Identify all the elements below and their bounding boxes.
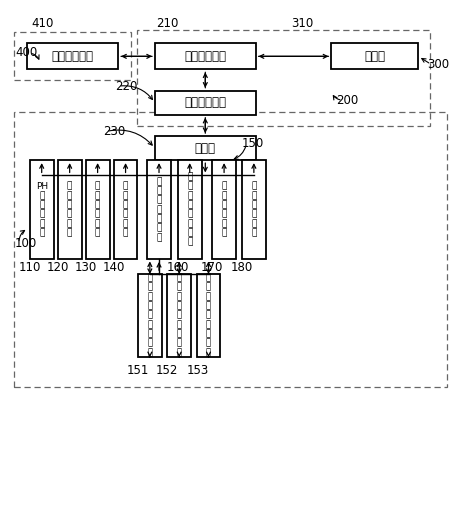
- Text: 140: 140: [102, 261, 125, 274]
- Text: 余
氯
检
测
单
元: 余 氯 检 测 单 元: [251, 182, 257, 237]
- Text: 230: 230: [103, 125, 125, 138]
- Text: 150: 150: [242, 137, 264, 150]
- Text: 180: 180: [231, 261, 253, 274]
- Text: 151: 151: [127, 364, 149, 377]
- Text: 120: 120: [47, 261, 69, 274]
- Text: 流
量
检
测
单
元: 流 量 检 测 单 元: [95, 182, 100, 237]
- Text: 410: 410: [31, 17, 53, 29]
- Text: 153: 153: [186, 364, 209, 377]
- Bar: [178, 160, 201, 259]
- Text: 一
级
电
导
率
检
测
机
构: 一 级 电 导 率 检 测 机 构: [177, 273, 182, 357]
- Bar: [212, 160, 236, 259]
- Text: 处理器: 处理器: [195, 141, 216, 155]
- Bar: [196, 274, 220, 357]
- Text: 臭
氧
浓
度
检
测
单
元: 臭 氧 浓 度 检 测 单 元: [187, 172, 192, 246]
- Bar: [86, 160, 110, 259]
- Text: 170: 170: [201, 261, 224, 274]
- Text: 152: 152: [156, 364, 178, 377]
- Bar: [14, 113, 447, 387]
- Bar: [30, 160, 53, 259]
- Text: 数据传送单元: 数据传送单元: [184, 96, 226, 109]
- Text: 电
导
率
检
测
单
元: 电 导 率 检 测 单 元: [156, 177, 162, 242]
- Bar: [14, 31, 131, 80]
- Bar: [242, 160, 266, 259]
- Text: 400: 400: [15, 46, 37, 59]
- Bar: [155, 91, 256, 115]
- Text: 110: 110: [18, 261, 41, 274]
- Text: 人机互动单元: 人机互动单元: [52, 50, 94, 63]
- Text: 310: 310: [291, 17, 313, 29]
- Text: PH
值
检
测
单
元: PH 值 检 测 单 元: [35, 182, 48, 237]
- Text: 二
级
电
导
率
检
测
机
构: 二 级 电 导 率 检 测 机 构: [206, 273, 211, 357]
- Bar: [114, 160, 137, 259]
- Text: 220: 220: [115, 80, 137, 93]
- Text: 300: 300: [427, 58, 449, 71]
- Text: 温
度
检
测
单
元: 温 度 检 测 单 元: [67, 182, 72, 237]
- Text: 浊
度
检
测
单
元: 浊 度 检 测 单 元: [123, 182, 128, 237]
- Text: 色
度
检
测
单
元: 色 度 检 测 单 元: [221, 182, 227, 237]
- Bar: [147, 160, 171, 259]
- Text: 数据库: 数据库: [364, 50, 385, 63]
- Bar: [167, 274, 191, 357]
- Text: 200: 200: [336, 94, 358, 106]
- Text: 160: 160: [166, 261, 189, 274]
- Bar: [155, 43, 256, 69]
- Bar: [138, 274, 162, 357]
- Bar: [58, 160, 82, 259]
- Text: 100: 100: [14, 237, 36, 250]
- Text: 130: 130: [75, 261, 97, 274]
- Bar: [331, 43, 419, 69]
- Text: 数据处理单元: 数据处理单元: [184, 50, 226, 63]
- Bar: [155, 136, 256, 160]
- Text: 210: 210: [156, 17, 179, 29]
- Bar: [27, 43, 118, 69]
- Bar: [136, 30, 430, 126]
- Text: 原
水
电
导
率
检
测
机
构: 原 水 电 导 率 检 测 机 构: [148, 273, 153, 357]
